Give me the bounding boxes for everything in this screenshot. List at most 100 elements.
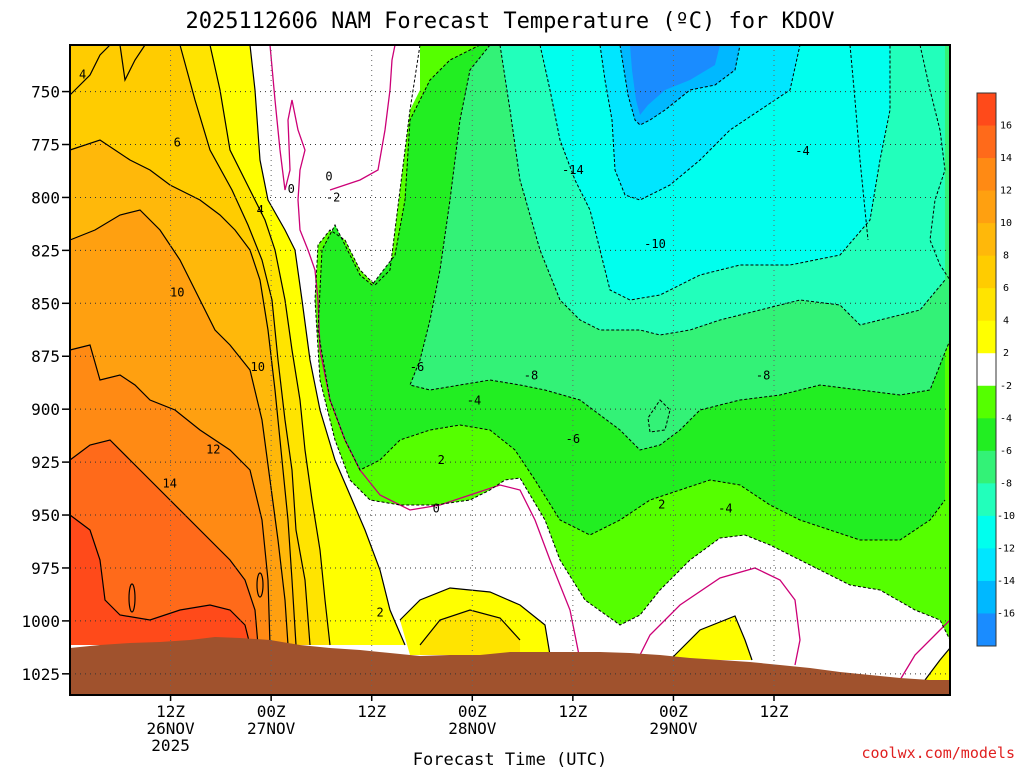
contour-line	[599, 44, 801, 201]
colorbar-label: -8	[1000, 478, 1012, 489]
colorbar-label: -12	[997, 543, 1015, 554]
colorbar-label: 8	[1003, 251, 1009, 262]
x-tick-label: 29NOV	[649, 719, 698, 738]
contour-line	[669, 615, 753, 661]
plot-frame	[69, 44, 951, 696]
contour-line	[179, 44, 311, 646]
contour-value-label: 0	[325, 169, 332, 183]
contour-line	[269, 44, 581, 661]
gridlines	[70, 45, 950, 695]
band-14-16	[70, 440, 258, 645]
contour-value-label: -8	[756, 368, 770, 382]
contour-line	[647, 399, 671, 433]
colorbar-frame	[976, 92, 997, 647]
colorbar-label: 6	[1003, 283, 1009, 294]
contour-value-label: -6	[410, 360, 424, 374]
colorbar-label: 14	[1000, 153, 1012, 164]
colorbar-swatch	[977, 483, 996, 517]
colorbar-swatch	[977, 190, 996, 224]
contour-line	[69, 344, 271, 646]
contour-value-label: 10	[170, 286, 184, 300]
x-tick-label: 00Z	[257, 702, 286, 721]
contour-line	[314, 44, 951, 641]
colorbar-swatch	[977, 548, 996, 582]
colorbar-label: -14	[997, 576, 1015, 587]
contour-line	[399, 587, 551, 656]
contour-value-label: -4	[795, 144, 809, 158]
colorbar: 16 14 12 10 8 6 4 2 -2 -4 -6 -8 -10 -12 -14 -16	[976, 92, 1015, 647]
y-tick-label: 850	[31, 294, 60, 313]
contour-value-label: 0	[288, 182, 295, 196]
y-axis: 750 775 800 825 850 875 900 925 950 975 1000 1025	[21, 83, 70, 684]
contour-line	[619, 44, 741, 126]
contour-line	[249, 44, 406, 646]
contour-value-label: 6	[174, 135, 181, 149]
colorbar-label: 10	[1000, 218, 1012, 229]
contour-line	[849, 44, 869, 241]
y-tick-label: 800	[31, 188, 60, 207]
contour-line	[69, 514, 251, 646]
contour-value-label: -4	[718, 502, 732, 516]
terrain-mask	[70, 637, 950, 695]
contour-value-label: -2	[326, 190, 340, 204]
contour-line	[409, 44, 951, 451]
colorbar-swatch	[977, 580, 996, 614]
chart-title: 2025112606 NAM Forecast Temperature (ºC)…	[185, 9, 834, 34]
contour-line	[899, 619, 951, 681]
y-tick-label: 975	[31, 559, 60, 578]
y-tick-label: 950	[31, 506, 60, 525]
contour-value-label: 0	[433, 502, 440, 516]
contour-line	[69, 439, 259, 646]
band-16-18	[70, 515, 250, 645]
colorbar-swatch	[977, 385, 996, 419]
contour-value-label: -10	[644, 237, 666, 251]
y-tick-label: 825	[31, 241, 60, 260]
contour-line	[256, 572, 264, 598]
contour-value-label: 4	[257, 203, 264, 217]
colorbar-label: 2	[1003, 348, 1009, 359]
contour-line	[209, 44, 331, 646]
colorbar-label: -10	[997, 511, 1015, 522]
x-tick-label: 12Z	[357, 702, 386, 721]
colorbar-swatch	[977, 125, 996, 159]
colorbar-swatch	[977, 288, 996, 322]
y-tick-label: 900	[31, 400, 60, 419]
colorbar-swatch	[977, 515, 996, 549]
contour-line	[69, 209, 289, 646]
plot-area: 4 6 4 0 0 -2 10 10 12 14 -6 -4 2 0 2 -8 -6 -14 -10 2 -4 -8 -4	[69, 44, 951, 696]
colorbar-label: 16	[1000, 121, 1012, 132]
x-tick-label: 12Z	[760, 702, 789, 721]
contour-value-label: -8	[524, 368, 538, 382]
x-tick-label: 12Z	[156, 702, 185, 721]
y-tick-label: 875	[31, 347, 60, 366]
y-tick-label: 750	[31, 83, 60, 102]
x-tick-label: 12Z	[558, 702, 587, 721]
band-2-4-right	[670, 616, 752, 660]
colorbar-swatch	[977, 93, 996, 127]
contour-value-label: -14	[562, 163, 584, 177]
colorbar-label: 12	[1000, 186, 1012, 197]
colorbar-label: -6	[1000, 446, 1012, 457]
contour-value-label: 2	[438, 453, 445, 467]
contour-value-label: 2	[376, 605, 383, 619]
contour-line	[69, 139, 297, 646]
contour-line	[119, 44, 146, 82]
contour-line	[419, 609, 521, 646]
x-tick-label: 2025	[151, 736, 190, 755]
x-tick-label: 26NOV	[146, 719, 195, 738]
band-minus18-minus16	[630, 45, 720, 115]
cold-contours	[314, 44, 951, 641]
x-tick-label: 00Z	[659, 702, 688, 721]
contour-line	[919, 44, 951, 281]
contour-line	[128, 583, 136, 613]
contour-value-label: -6	[566, 432, 580, 446]
y-tick-label: 1025	[21, 665, 60, 684]
colorbar-label: -4	[1000, 413, 1012, 424]
x-tick-label: 27NOV	[247, 719, 296, 738]
colorbar-swatch	[977, 255, 996, 289]
y-tick-label: 1000	[21, 612, 60, 631]
colorbar-label: 4	[1003, 316, 1009, 327]
x-axis-label: Forecast Time (UTC)	[413, 750, 607, 768]
colorbar-label: -2	[1000, 381, 1012, 392]
